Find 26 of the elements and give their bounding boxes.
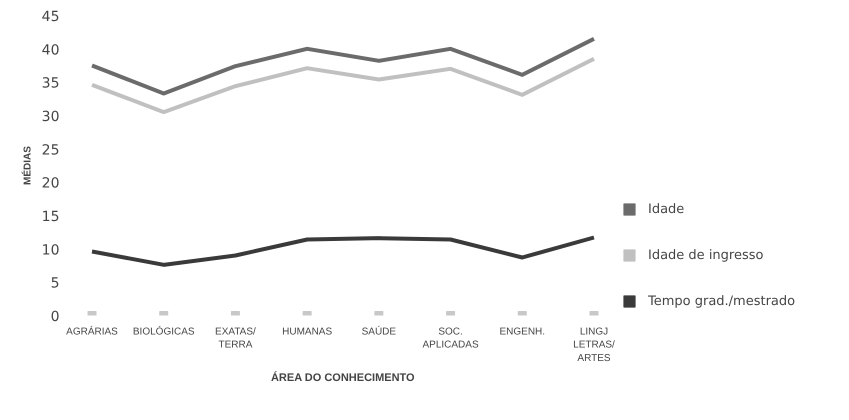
x-tick-label: LINGJ LETRAS/ ARTES [573,326,616,364]
y-tick-label: 25 [42,142,60,158]
y-tick-label: 0 [50,309,60,325]
x-axis-title: ÁREA DO CONHECIMENTO [270,370,416,384]
y-tick-label: 20 [42,176,60,192]
y-tick-label: 10 [42,242,60,258]
x-tick-label: SAÚDE [362,326,396,338]
y-tick-label: 40 [42,42,60,58]
x-tick-label: AGRÁRIAS [66,326,118,338]
y-tick-label: 5 [50,276,60,292]
line-series [90,36,596,96]
x-tick-label: BIOLÓGICAS [132,326,195,338]
y-tick-label: 35 [42,76,60,92]
x-tick-label: HUMANAS [282,326,332,338]
y-tick-label: 15 [42,209,60,225]
line-series [90,236,596,267]
x-tick-label: ENGENH. [499,326,546,338]
legend-label: Idade de ingresso [648,248,764,262]
legend-label: Tempo grad./mestrado [648,294,796,308]
x-tick-label: SOC. APLICADAS [422,326,479,351]
x-tick-label: EXATAS/ TERRA [215,326,256,351]
legend-label: Idade [648,202,684,216]
y-tick-label: 30 [42,109,60,125]
y-axis-title: MÉDIAS [22,146,34,185]
y-tick-label: 45 [42,9,60,25]
line-series [90,56,596,114]
